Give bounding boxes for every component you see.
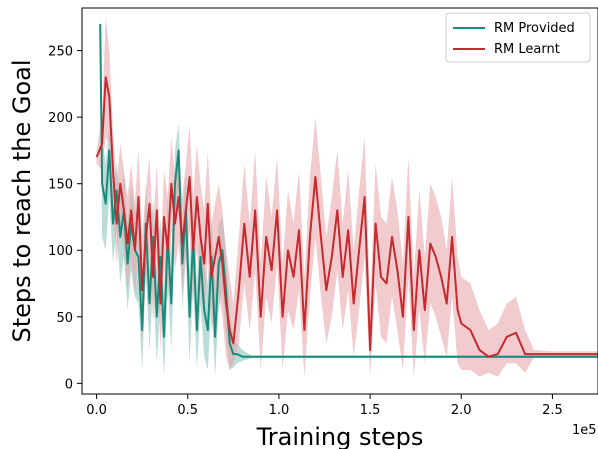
y-tick-label: 50 bbox=[56, 311, 73, 326]
y-tick-label: 150 bbox=[48, 178, 73, 193]
series-lines bbox=[95, 23, 598, 358]
x-axis-label: Training steps bbox=[256, 423, 424, 449]
x-tick-label: 1.0 bbox=[269, 403, 290, 418]
band-rm-learnt bbox=[96, 17, 598, 377]
x-tick-label: 1.5 bbox=[360, 403, 381, 418]
line-rm-learnt bbox=[95, 76, 598, 358]
x-tick-label: 0.5 bbox=[177, 403, 198, 418]
legend: RM Provided RM Learnt bbox=[445, 12, 591, 63]
x-tick-label: 2.5 bbox=[542, 403, 563, 418]
x-axis-offset-label: 1e5 bbox=[572, 423, 597, 438]
y-axis-label: Steps to reach the Goal bbox=[8, 59, 36, 342]
y-tick-label: 0 bbox=[65, 377, 73, 392]
line-rm-provided bbox=[99, 23, 598, 358]
x-tick-label: 0.0 bbox=[86, 403, 107, 418]
y-tick-label: 200 bbox=[48, 111, 73, 126]
legend-label-rm-learnt: RM Learnt bbox=[494, 42, 560, 57]
y-tick-label: 100 bbox=[48, 244, 73, 259]
y-axis-ticks: 0 50 100 150 200 250 bbox=[48, 45, 82, 392]
y-tick-label: 250 bbox=[48, 45, 73, 60]
x-tick-label: 2.0 bbox=[451, 403, 472, 418]
x-axis-ticks: 0.0 0.5 1.0 1.5 2.0 2.5 bbox=[86, 394, 563, 418]
plot-frame bbox=[81, 7, 598, 395]
legend-label-rm-provided: RM Provided bbox=[494, 21, 575, 36]
